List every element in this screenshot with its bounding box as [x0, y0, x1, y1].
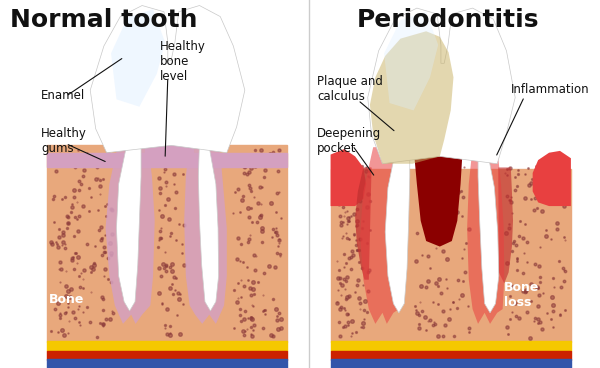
Bar [47, 341, 287, 351]
Text: Healthy
gums: Healthy gums [41, 127, 87, 155]
Text: Normal tooth: Normal tooth [10, 8, 197, 32]
Polygon shape [355, 167, 371, 280]
Bar [331, 169, 571, 342]
Text: Enamel: Enamel [41, 89, 85, 102]
Polygon shape [111, 9, 165, 107]
Text: Deepening
pocket: Deepening pocket [317, 127, 381, 155]
Polygon shape [199, 142, 218, 311]
Polygon shape [116, 142, 141, 311]
Polygon shape [467, 147, 504, 324]
Polygon shape [184, 142, 227, 324]
Bar [331, 359, 571, 368]
Polygon shape [360, 147, 403, 324]
Polygon shape [331, 149, 366, 206]
Polygon shape [370, 31, 454, 164]
Text: Healthy
bone
level: Healthy bone level [160, 40, 206, 83]
Polygon shape [498, 167, 513, 283]
Bar [47, 351, 287, 360]
Polygon shape [413, 148, 463, 247]
Polygon shape [106, 142, 155, 324]
Polygon shape [384, 12, 438, 110]
Polygon shape [368, 8, 515, 164]
Text: Plaque and
calculus: Plaque and calculus [317, 75, 383, 103]
Text: Bone: Bone [49, 293, 85, 307]
Polygon shape [90, 6, 245, 153]
Text: Inflammation: Inflammation [511, 82, 589, 96]
Bar [47, 145, 287, 342]
Polygon shape [533, 151, 571, 206]
Polygon shape [385, 148, 410, 313]
Text: Bone
loss: Bone loss [504, 281, 539, 309]
Bar [331, 351, 571, 360]
Bar [331, 341, 571, 351]
Bar [47, 359, 287, 368]
Text: Periodontitis: Periodontitis [357, 8, 539, 32]
Polygon shape [478, 148, 499, 313]
Polygon shape [145, 138, 194, 167]
Bar [47, 153, 287, 167]
